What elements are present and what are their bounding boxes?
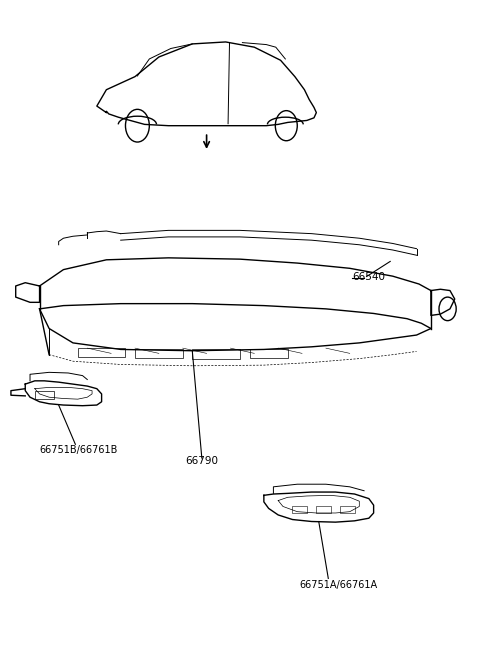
Bar — [35, 391, 54, 399]
Text: 66540: 66540 — [352, 273, 385, 283]
Bar — [78, 348, 125, 357]
Text: 66751B/66761B: 66751B/66761B — [39, 445, 118, 455]
Bar — [250, 350, 288, 358]
Text: 66790: 66790 — [185, 456, 218, 466]
Text: 66751A/66761A: 66751A/66761A — [300, 580, 378, 590]
Bar — [192, 350, 240, 359]
Bar — [316, 507, 331, 513]
Bar — [292, 507, 307, 513]
Bar — [135, 349, 183, 358]
Bar — [340, 507, 355, 513]
